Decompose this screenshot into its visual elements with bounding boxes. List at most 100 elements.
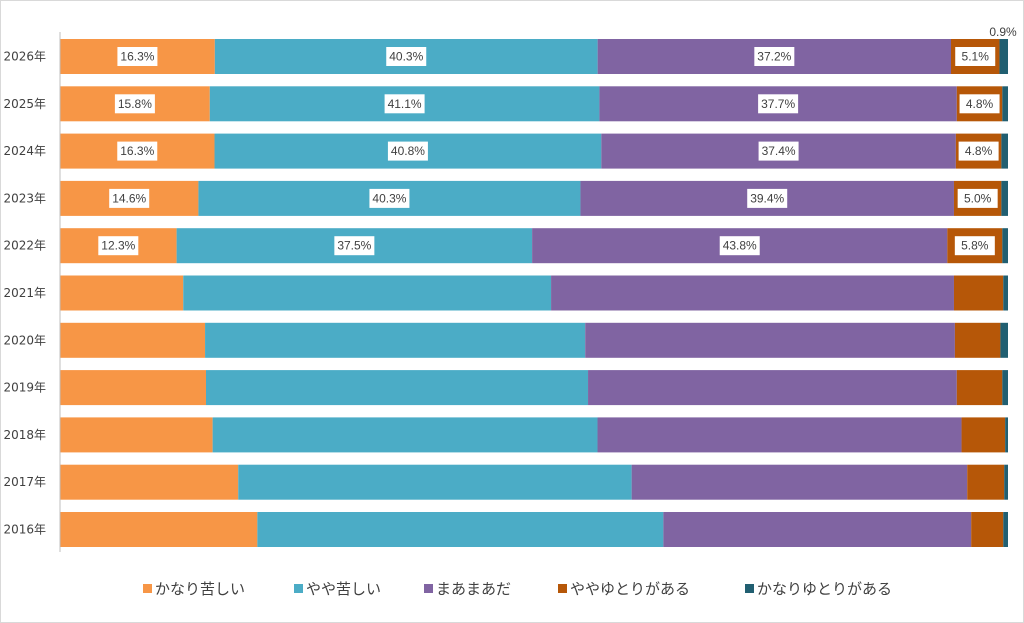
data-label: 40.3%: [389, 50, 423, 64]
legend-swatch: [294, 584, 303, 593]
bar-segment: [1002, 228, 1008, 264]
data-label: 37.5%: [337, 239, 371, 253]
bar-segment: [1002, 370, 1008, 406]
data-label: 5.1%: [962, 50, 990, 64]
bar-segment: [60, 464, 239, 500]
data-labels: 16.3% 40.3% 37.2% 5.1% 0.9% 15.8% 41.1% 37.7% 4.…: [98, 25, 1017, 256]
data-label-box: [747, 188, 788, 208]
bar-segment: [205, 370, 589, 406]
bar-segment: [183, 275, 552, 311]
y-tick-label: 2017年: [3, 475, 46, 489]
data-label-box: [114, 94, 155, 114]
data-label-box: [109, 188, 150, 208]
bar-segment: [971, 512, 1004, 547]
data-label: 5.0%: [964, 191, 992, 205]
data-label-box: [955, 47, 996, 66]
bar-segment: [60, 370, 206, 406]
data-label: 4.8%: [965, 144, 993, 158]
data-label-box: [98, 236, 139, 256]
data-label-box: [117, 47, 158, 66]
data-label: 43.8%: [723, 239, 757, 253]
y-tick-label: 2021年: [3, 286, 46, 300]
legend-swatch: [424, 584, 433, 593]
legend: かなり苦しい やや苦しい まあまあだ ややゆとりがある かなりゆとりがある: [143, 580, 892, 598]
bar-segment: [954, 322, 1001, 358]
bar-segment: [1001, 180, 1008, 216]
data-label-box: [117, 141, 158, 161]
bar-segment: [663, 512, 972, 547]
y-tick-label: 2024年: [3, 144, 46, 158]
bar-segment: [967, 464, 1005, 500]
bar-segment: [60, 322, 206, 358]
legend-swatch: [558, 584, 567, 593]
bar-segment: [585, 322, 955, 358]
bar-segment: [1003, 275, 1008, 311]
bar-segment: [961, 417, 1006, 453]
y-tick-label: 2019年: [3, 381, 46, 395]
legend-label: やや苦しい: [306, 580, 381, 598]
data-label: 39.4%: [750, 191, 784, 205]
legend-swatch: [143, 584, 152, 593]
data-label-box: [954, 236, 995, 256]
legend-label: ややゆとりがある: [570, 580, 690, 598]
bar-segment: [956, 370, 1003, 406]
data-label: 40.3%: [372, 191, 406, 205]
bar-segment: [1005, 417, 1008, 453]
data-label-box: [334, 236, 375, 256]
legend-swatch: [745, 584, 754, 593]
y-tick-label: 2026年: [3, 50, 46, 64]
y-tick-label: 2018年: [3, 428, 46, 442]
data-label: 4.8%: [966, 97, 994, 111]
legend-label: かなり苦しい: [155, 580, 245, 598]
bar-segment: [551, 275, 954, 311]
data-label: 15.8%: [118, 97, 152, 111]
bars-group: [60, 39, 1008, 547]
data-label: 37.2%: [757, 50, 791, 64]
bar-segment: [60, 275, 184, 311]
data-label: 16.3%: [120, 50, 154, 64]
bar-segment: [953, 275, 1004, 311]
data-label: 41.1%: [388, 97, 422, 111]
bar-segment: [1004, 464, 1008, 500]
legend-label: まあまあだ: [436, 580, 511, 598]
bar-segment: [205, 322, 586, 358]
legend-label: かなりゆとりがある: [757, 580, 892, 598]
bar-segment: [597, 417, 962, 453]
data-label: 16.3%: [120, 144, 154, 158]
bar-segment: [999, 39, 1008, 74]
data-label-box: [758, 94, 799, 114]
y-tick-label: 2025年: [3, 97, 46, 111]
bar-segment: [60, 417, 213, 453]
bar-segment: [631, 464, 968, 500]
bar-segment: [257, 512, 664, 547]
bar-segment: [238, 464, 632, 500]
bar-segment: [212, 417, 598, 453]
data-label: 5.8%: [961, 239, 989, 253]
bar-segment: [60, 512, 258, 547]
bar-segment: [1003, 512, 1008, 547]
data-label: 37.7%: [761, 97, 795, 111]
data-label-box: [386, 47, 427, 66]
y-tick-label: 2016年: [3, 523, 46, 537]
data-label: 40.8%: [391, 144, 425, 158]
y-tick-label: 2023年: [3, 191, 46, 205]
data-label: 14.6%: [112, 191, 146, 205]
y-tick-label: 2020年: [3, 333, 46, 347]
data-label: 12.3%: [101, 239, 135, 253]
data-label: 0.9%: [989, 25, 1017, 39]
y-axis-labels: 2026年 2025年 2024年 2023年 2022年 2021年 2020年 2019年…: [3, 50, 46, 537]
data-label-box: [958, 141, 999, 161]
data-label-box: [758, 141, 799, 161]
bar-segment: [588, 370, 957, 406]
bar-segment: [1002, 86, 1008, 122]
data-label-box: [719, 236, 760, 256]
bar-segment: [1001, 133, 1008, 169]
bar-segment: [1000, 322, 1008, 358]
data-label-box: [387, 141, 428, 161]
data-label-box: [959, 94, 1000, 114]
data-label: 37.4%: [762, 144, 796, 158]
data-label-box: [384, 94, 425, 114]
data-label-box: [957, 188, 998, 208]
data-label-box: [369, 188, 410, 208]
